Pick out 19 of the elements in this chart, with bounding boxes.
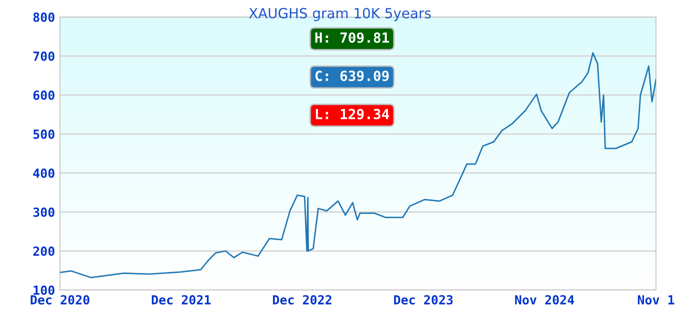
x-tick-label: Dec 2021 — [152, 295, 211, 305]
y-tick-label: 800 — [33, 12, 54, 22]
x-tick-label: Dec 2022 — [272, 295, 332, 305]
x-tick-label: Nov 2024 — [515, 295, 574, 305]
y-tick-label: 400 — [33, 168, 54, 178]
y-tick-label: 200 — [33, 246, 54, 256]
x-tick-label: Nov 1 — [638, 295, 674, 305]
y-tick-label: 500 — [33, 129, 54, 139]
chart-title: XAUGHS gram 10K 5years — [248, 8, 431, 22]
annotation: L: 129.34 — [316, 108, 390, 120]
line-series — [60, 52, 656, 278]
y-tick-label: 100 — [34, 285, 54, 295]
annotation: H: 709.81 — [315, 32, 390, 43]
annotation: C: 639.09 — [315, 70, 389, 82]
y-tick-label: 600 — [33, 90, 54, 100]
y-tick-label: 300 — [33, 207, 54, 217]
y-tick-label: 700 — [33, 51, 54, 61]
x-tick-label: Dec 2020 — [30, 295, 90, 305]
x-tick-label: Dec 2023 — [394, 295, 453, 305]
